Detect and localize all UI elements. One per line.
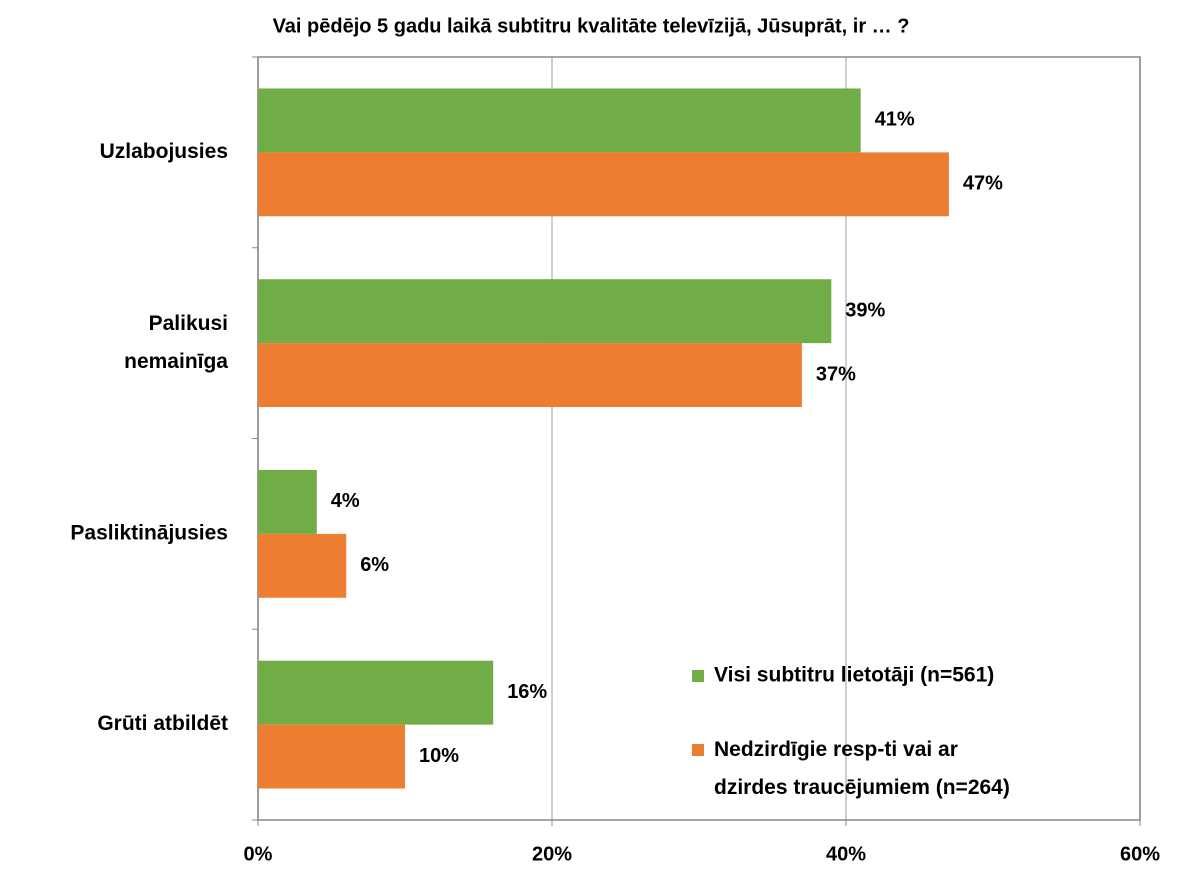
bar: [258, 152, 949, 217]
y-tick-label: Palikusi nemainīga: [124, 312, 228, 373]
x-tick-label: 60%: [1120, 843, 1160, 865]
x-tick-label: 0%: [244, 843, 273, 865]
bar: [258, 469, 317, 534]
bar: [258, 724, 405, 789]
y-tick-label: Grūti atbildēt: [97, 712, 228, 735]
value-label: 16%: [507, 681, 547, 703]
bar: [258, 533, 347, 598]
chart-title: Vai pēdējo 5 gadu laikā subtitru kvalitā…: [273, 15, 910, 37]
y-tick-label: Pasliktinājusies: [70, 521, 228, 544]
value-label: 10%: [419, 745, 459, 767]
bar: [258, 88, 861, 153]
value-label: 47%: [963, 173, 1003, 195]
y-tick-label: Uzlabojusies: [100, 140, 228, 163]
value-label: 6%: [360, 554, 389, 576]
x-tick-label: 20%: [532, 843, 572, 865]
legend-swatch: [692, 670, 704, 682]
bar: [258, 660, 494, 725]
value-label: 37%: [816, 363, 856, 385]
legend-label: Visi subtitru lietotāji (n=561): [714, 664, 994, 687]
value-label: 41%: [875, 109, 915, 131]
bar: [258, 279, 832, 344]
bar: [258, 343, 802, 408]
legend-label: Nedzirdīgie resp-ti vai ar dzirdes traucē…: [714, 738, 1010, 799]
legend-swatch: [692, 744, 704, 756]
value-label: 4%: [331, 490, 360, 512]
x-tick-label: 40%: [826, 843, 866, 865]
value-label: 39%: [845, 299, 885, 321]
